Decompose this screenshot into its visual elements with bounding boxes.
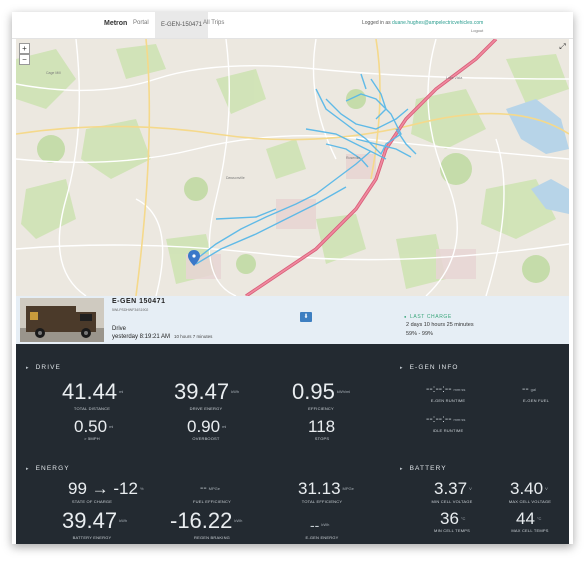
vehicle-info-strip: E-GEN 150471 5WLPSDHWF34S1902 Drive yest…: [16, 296, 569, 344]
trip-start-time: yesterday 8:19:21 AM: [112, 334, 171, 340]
top-nav-bar: Metron Portal E-GEN-150471 All Trips Log…: [12, 12, 573, 39]
efficiency-label: EFFICIENCY: [308, 406, 334, 411]
svg-text:Cage Mill: Cage Mill: [46, 71, 61, 75]
max-cell-temp-value: 44 °C: [516, 509, 542, 528]
total-distance-label: TOTAL DISTANCE: [73, 406, 111, 411]
fuel-efficiency-value: -- MPGe: [200, 483, 221, 494]
expand-icon[interactable]: ⤢: [559, 42, 566, 51]
drive-energy-label: DRIVE ENERGY: [189, 406, 223, 411]
egen-runtime-label: E-GEN RUNTIME: [430, 398, 466, 403]
map-tiles: Roseville Dawsonville Cage Mill Lake Vis…: [16, 39, 569, 296]
min-cell-temps-label: MIN CELL TEMPS: [434, 528, 470, 533]
regen-braking-value: -16.22 kWh: [170, 508, 243, 533]
trip-map[interactable]: Roseville Dawsonville Cage Mill Lake Vis…: [16, 39, 569, 296]
last-charge-label: LAST CHARGE: [410, 314, 452, 320]
stops-label: STOPS: [314, 436, 330, 441]
regen-braking-label: REGEN BRAKING: [194, 535, 230, 540]
drive-section-title[interactable]: ▸ DRIVE: [26, 364, 61, 371]
energy-section-title[interactable]: ▸ ENERGY: [26, 465, 70, 472]
last-charge-title: ● LAST CHARGE: [404, 314, 452, 320]
battery-energy-value: 39.47 kWh: [62, 508, 128, 533]
egen-runtime-value: --:--:-- mm:ss: [426, 384, 466, 395]
bullet-icon: ●: [404, 314, 408, 319]
battery-energy-label: BATTERY ENERGY: [72, 535, 112, 540]
stops-value: 118: [308, 417, 336, 436]
last-charge-range: 59% - 99%: [406, 331, 433, 337]
app-window: Metron Portal E-GEN-150471 All Trips Log…: [12, 12, 573, 544]
state-of-charge-label: STATE OF CHARGE: [71, 499, 113, 504]
battery-title-text: BATTERY: [409, 465, 447, 472]
trip-duration: 10 hours 7 minutes: [174, 334, 213, 339]
chevron-right-icon: ▸: [26, 365, 30, 371]
min-cell-temp-value: 36 °C: [440, 509, 466, 528]
drive-title-text: DRIVE: [35, 364, 61, 371]
download-icon: ⬇: [303, 314, 309, 320]
efficiency-value: 0.95 kWh/mi: [292, 379, 351, 404]
svg-text:Lake Vista: Lake Vista: [446, 76, 462, 80]
nav-all-trips[interactable]: All Trips: [203, 20, 225, 26]
svg-text:Roseville: Roseville: [346, 156, 360, 160]
over-5mph-value: 0.50 mi: [74, 417, 114, 436]
brand-logo[interactable]: Metron: [104, 20, 128, 27]
egen-title-text: E-GEN INFO: [409, 364, 459, 371]
overboost-label: OVERBOOST: [192, 436, 220, 441]
login-email[interactable]: duane.hughes@ampelectricvehicles.com: [392, 20, 484, 26]
battery-section-title[interactable]: ▸ BATTERY: [400, 465, 447, 472]
idle-runtime-label: IDLE RUNTIME: [432, 428, 464, 433]
trip-status: Drive: [112, 326, 127, 332]
idle-runtime-value: --:--:-- mm:ss: [426, 414, 466, 425]
total-efficiency-label: TOTAL EFFICIENCY: [301, 499, 343, 504]
overboost-value: 0.90 mi: [187, 417, 227, 436]
trip-time: yesterday 8:19:21 AM 10 hours 7 minutes: [112, 334, 212, 340]
chevron-right-icon: ▸: [400, 466, 404, 472]
login-prefix: Logged in as: [362, 20, 391, 26]
nav-vehicle[interactable]: E-GEN-150471: [155, 12, 209, 38]
vehicle-title: E-GEN 150471: [112, 298, 166, 305]
max-cell-temps-label: MAX CELL TEMPS: [511, 528, 549, 533]
drive-energy-value: 39.47 kWh: [174, 379, 240, 404]
svg-text:Dawsonville: Dawsonville: [226, 176, 245, 180]
zoom-out-button[interactable]: −: [19, 54, 30, 65]
egen-energy-value: -- kWh: [310, 517, 330, 533]
egen-energy-label: E-GEN ENERGY: [305, 535, 339, 540]
min-cell-voltage-value: 3.37 V: [434, 479, 472, 498]
chevron-right-icon: ▸: [26, 466, 30, 472]
fuel-efficiency-label: FUEL EFFICIENCY: [193, 499, 231, 504]
login-info: Logged in as duane.hughes@ampelectricveh…: [362, 20, 483, 26]
energy-title-text: ENERGY: [35, 465, 70, 472]
min-cell-voltage-label: MIN CELL VOLTAGE: [431, 499, 473, 504]
total-efficiency-value: 31.13 MPGe: [298, 479, 354, 498]
egen-fuel-value: -- gal: [522, 384, 537, 395]
download-button[interactable]: ⬇: [300, 312, 312, 322]
state-of-charge-value: 99 → -12%: [68, 479, 144, 498]
egen-fuel-label: E-GEN FUEL: [522, 398, 550, 403]
vehicle-vin: 5WLPSDHWF34S1902: [112, 308, 149, 312]
chevron-right-icon: ▸: [400, 365, 404, 371]
vehicle-photo: [20, 298, 104, 342]
last-charge-ago: 2 days 10 hours 25 minutes: [406, 322, 474, 328]
nav-portal[interactable]: Portal: [133, 20, 149, 26]
max-cell-voltage-value: 3.40 V: [510, 479, 548, 498]
total-distance-value: 41.44 mi: [62, 379, 124, 404]
max-cell-voltage-label: MAX CELL VOLTAGE: [508, 499, 552, 504]
egen-section-title[interactable]: ▸ E-GEN INFO: [400, 364, 459, 371]
over-5mph-label: > 5MPH: [84, 436, 100, 441]
logout-link[interactable]: Logout: [471, 28, 484, 33]
zoom-in-button[interactable]: +: [19, 43, 30, 54]
stats-panel: ▸ DRIVE 41.44 mi TOTAL DISTANCE 39.47 kWh D…: [16, 344, 569, 544]
